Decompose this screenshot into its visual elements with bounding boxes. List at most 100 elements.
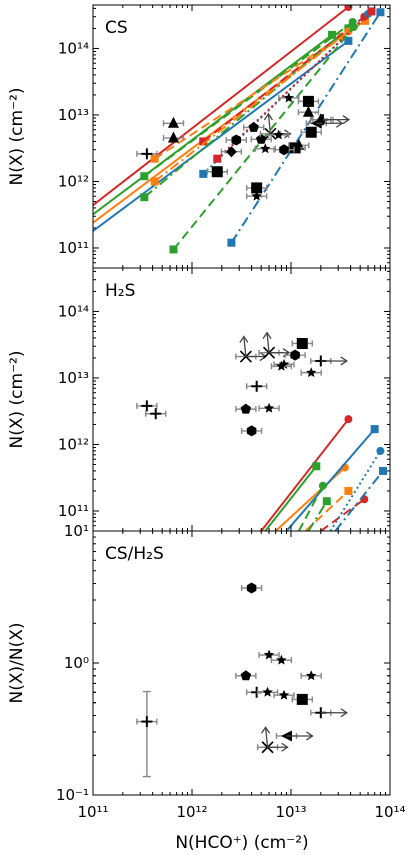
- model-startpoint: [150, 177, 159, 186]
- observation-hexagon: [284, 349, 306, 361]
- model-line: [93, 40, 349, 232]
- observation-star: [254, 143, 276, 154]
- observation-pentagon: [235, 403, 257, 414]
- observation-cross: [258, 331, 291, 359]
- y-tick-label: 10⁰: [64, 654, 89, 672]
- observation-pentagon: [235, 670, 257, 681]
- model-startpoint: [199, 169, 208, 178]
- observation-square: [245, 182, 268, 194]
- observation-square: [297, 95, 320, 107]
- observation-star: [300, 670, 322, 681]
- y-tick-label: 10¹⁴: [58, 39, 89, 57]
- observation-square: [291, 337, 313, 349]
- model-line: [93, 6, 350, 206]
- y-tick-label: 10¹³: [58, 106, 89, 124]
- observation-star: [258, 649, 280, 660]
- observation-hexagon: [225, 134, 247, 146]
- model-line: [143, 21, 354, 178]
- model-line: [334, 470, 384, 531]
- observation-star: [278, 92, 300, 103]
- model-endpoint: [370, 425, 379, 434]
- observation-plus: [245, 380, 268, 392]
- observation-pentagon: [250, 133, 272, 144]
- model-endpoint: [328, 30, 337, 39]
- x-tick-label: 10¹²: [176, 803, 207, 821]
- model-endpoint: [361, 16, 370, 25]
- model-endpoint: [344, 5, 353, 11]
- y-tick-label: 10⁻¹: [56, 786, 89, 804]
- observation-hexagon: [240, 425, 263, 437]
- model-endpoint: [376, 446, 385, 455]
- panel-title: CS/H₂S: [105, 544, 164, 564]
- observation-left-triangle: [275, 730, 314, 742]
- observation-star: [258, 402, 280, 413]
- observation-plus: [136, 148, 158, 160]
- observation-square: [291, 693, 313, 705]
- y-tick-label: 10¹¹: [58, 502, 89, 520]
- x-tick-label: 10¹⁴: [374, 803, 405, 821]
- observation-plus: [145, 408, 167, 420]
- model-startpoint: [140, 193, 149, 202]
- observation-plus: [310, 707, 348, 719]
- plot-frame: [92, 530, 391, 796]
- observation-diamond: [220, 146, 243, 158]
- observation-square: [300, 126, 322, 138]
- panel-title: H₂S: [105, 281, 135, 301]
- observation-hexagon: [240, 582, 263, 594]
- model-startpoint: [150, 154, 159, 163]
- model-endpoint: [318, 481, 327, 490]
- y-axis-label: N(X) (cm⁻²): [7, 351, 27, 449]
- model-line: [216, 10, 373, 160]
- model-endpoint: [367, 7, 376, 16]
- y-axis-label: N(X) (cm⁻²): [7, 88, 27, 186]
- model-startpoint: [199, 137, 208, 146]
- model-endpoint: [344, 27, 353, 36]
- model-line: [230, 11, 382, 244]
- model-line: [329, 450, 382, 531]
- observation-plus: [136, 690, 158, 778]
- observation-triangle: [162, 131, 185, 143]
- observation-star: [267, 129, 290, 140]
- model-endpoint: [344, 486, 353, 495]
- y-tick-label: 10¹: [64, 522, 89, 540]
- model-endpoint: [379, 466, 388, 475]
- model-line: [297, 485, 324, 531]
- y-axis-label: N(X)/N(X): [7, 623, 27, 704]
- model-line: [304, 490, 350, 531]
- model-line: [264, 465, 318, 531]
- observation-triangle: [297, 105, 320, 117]
- observation-star: [270, 654, 293, 665]
- y-tick-label: 10¹⁴: [58, 302, 89, 320]
- observation-star: [245, 190, 268, 201]
- model-endpoint: [376, 8, 385, 17]
- model-endpoint: [349, 23, 358, 32]
- y-tick-label: 10¹²: [58, 435, 89, 453]
- observation-star: [273, 689, 295, 700]
- model-startpoint: [227, 238, 236, 247]
- observation-square: [206, 166, 228, 178]
- observation-plus: [310, 355, 348, 367]
- observation-star: [300, 367, 322, 378]
- observation-plus: [312, 114, 351, 126]
- observation-hexagon: [273, 144, 295, 156]
- observation-cross: [235, 335, 268, 363]
- model-line: [260, 418, 350, 531]
- x-tick-label: 10¹¹: [77, 803, 108, 821]
- observation-cross: [256, 726, 289, 754]
- observation-plus: [136, 400, 158, 412]
- y-tick-label: 10¹²: [58, 172, 89, 190]
- model-endpoint: [344, 415, 353, 424]
- x-axis-label: N(HCO⁺) (cm⁻²): [175, 833, 308, 853]
- observation-pentagon: [243, 121, 265, 132]
- model-endpoint: [322, 497, 331, 506]
- model-line: [285, 428, 376, 531]
- panel-1: 10¹¹ 10¹² 10¹³ 10¹⁴ CS N(X) (cm⁻²): [7, 4, 391, 269]
- panel-title: CS: [105, 18, 128, 38]
- model-line: [202, 15, 365, 143]
- y-tick-label: 10¹³: [58, 369, 89, 387]
- panel-3: 10⁻¹ 10⁰ 10¹ CS/H₂S N(X)/N(X) 10¹¹ 10¹² 10¹³ 10¹…: [7, 522, 406, 821]
- observation-triangle: [162, 116, 185, 128]
- model-startpoint: [140, 172, 149, 181]
- model-startpoint: [169, 245, 178, 254]
